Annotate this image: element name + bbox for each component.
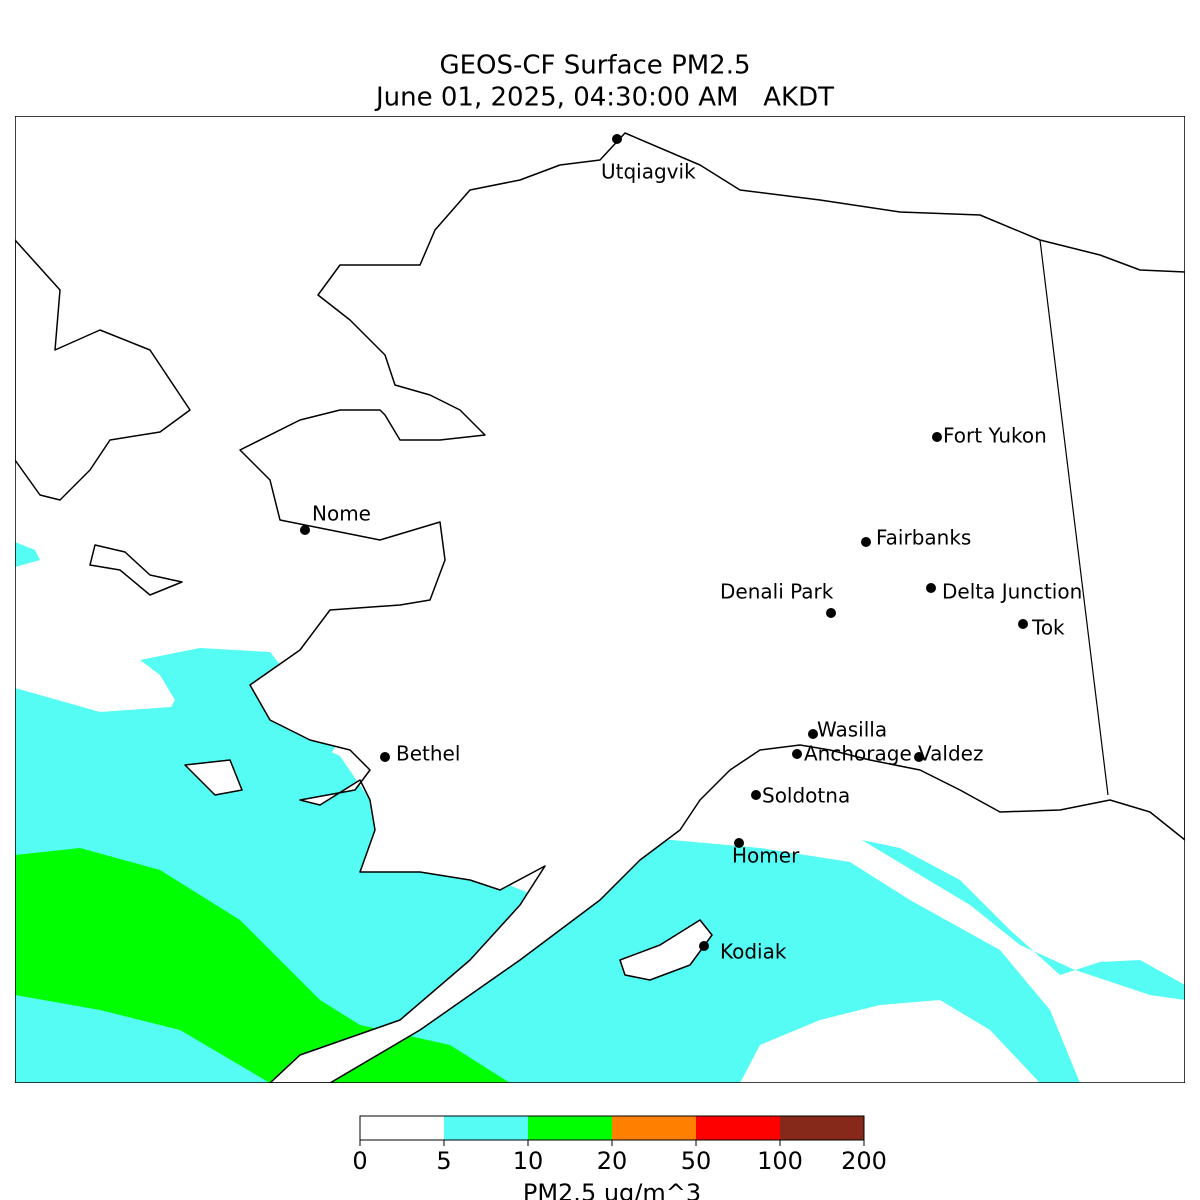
coastline xyxy=(15,239,191,501)
colorbar: 0 5 10 20 50 100 200 PM2.5 ug/m^3 xyxy=(352,1115,887,1200)
pm-10-20-region xyxy=(15,848,510,1083)
city-dot xyxy=(808,729,818,739)
island xyxy=(184,759,243,796)
city-dot xyxy=(932,432,942,442)
city-dot xyxy=(1018,619,1028,629)
city-label: Fort Yukon xyxy=(943,424,1047,448)
colorbar-tick-label: 50 xyxy=(681,1147,712,1175)
city-dot xyxy=(926,583,936,593)
city-dot xyxy=(792,749,802,759)
colorbar-tick-label: 0 xyxy=(352,1147,367,1175)
city-label: Homer xyxy=(732,844,800,868)
city-label: Nome xyxy=(312,502,371,526)
title: GEOS-CF Surface PM2.5 xyxy=(439,51,750,81)
island xyxy=(89,544,183,596)
colorbar-segment xyxy=(360,1116,444,1140)
colorbar-segment xyxy=(528,1116,612,1140)
border xyxy=(1039,239,1109,796)
city-label: Kodiak xyxy=(720,940,787,964)
city-dot xyxy=(861,537,871,547)
clean-region xyxy=(740,1000,1040,1083)
city-dot xyxy=(300,525,310,535)
pm-5-10-region xyxy=(862,840,1185,1000)
subtitle: June 01, 2025, 04:30:00 AM AKDT xyxy=(374,83,834,113)
city-dot xyxy=(612,134,622,144)
colorbar-tick-label: 100 xyxy=(757,1147,803,1175)
city-label: Wasilla xyxy=(817,718,887,742)
city-label: Tok xyxy=(1031,616,1065,640)
coastline xyxy=(239,132,1185,1083)
city-dot xyxy=(380,752,390,762)
city-label: Delta Junction xyxy=(942,580,1082,604)
city-dot xyxy=(914,752,924,762)
colorbar-segment xyxy=(444,1116,528,1140)
cities: Utqiagvik Fort Yukon Nome Fairbanks Denali P… xyxy=(300,134,1082,964)
city-label: Denali Park xyxy=(720,580,834,604)
city-dot xyxy=(699,941,709,951)
city-dot xyxy=(734,838,744,848)
map-area xyxy=(15,116,1185,1083)
city-label: Soldotna xyxy=(762,784,850,808)
city-label: Anchorage xyxy=(804,742,912,766)
city-label: Bethel xyxy=(396,742,460,766)
colorbar-tick-label: 20 xyxy=(597,1147,628,1175)
pm-5-10-region xyxy=(15,542,40,567)
city-dot xyxy=(751,790,761,800)
colorbar-label: PM2.5 ug/m^3 xyxy=(523,1179,701,1200)
colorbar-tick-label: 200 xyxy=(841,1147,887,1175)
colorbar-tick-label: 5 xyxy=(436,1147,451,1175)
colorbar-segment xyxy=(696,1116,780,1140)
city-dot xyxy=(826,608,836,618)
city-label: Valdez xyxy=(918,742,983,766)
city-label: Utqiagvik xyxy=(601,160,696,184)
colorbar-segment xyxy=(780,1116,864,1140)
city-label: Fairbanks xyxy=(876,526,971,550)
colorbar-tick-label: 10 xyxy=(513,1147,544,1175)
colorbar-segment xyxy=(612,1116,696,1140)
